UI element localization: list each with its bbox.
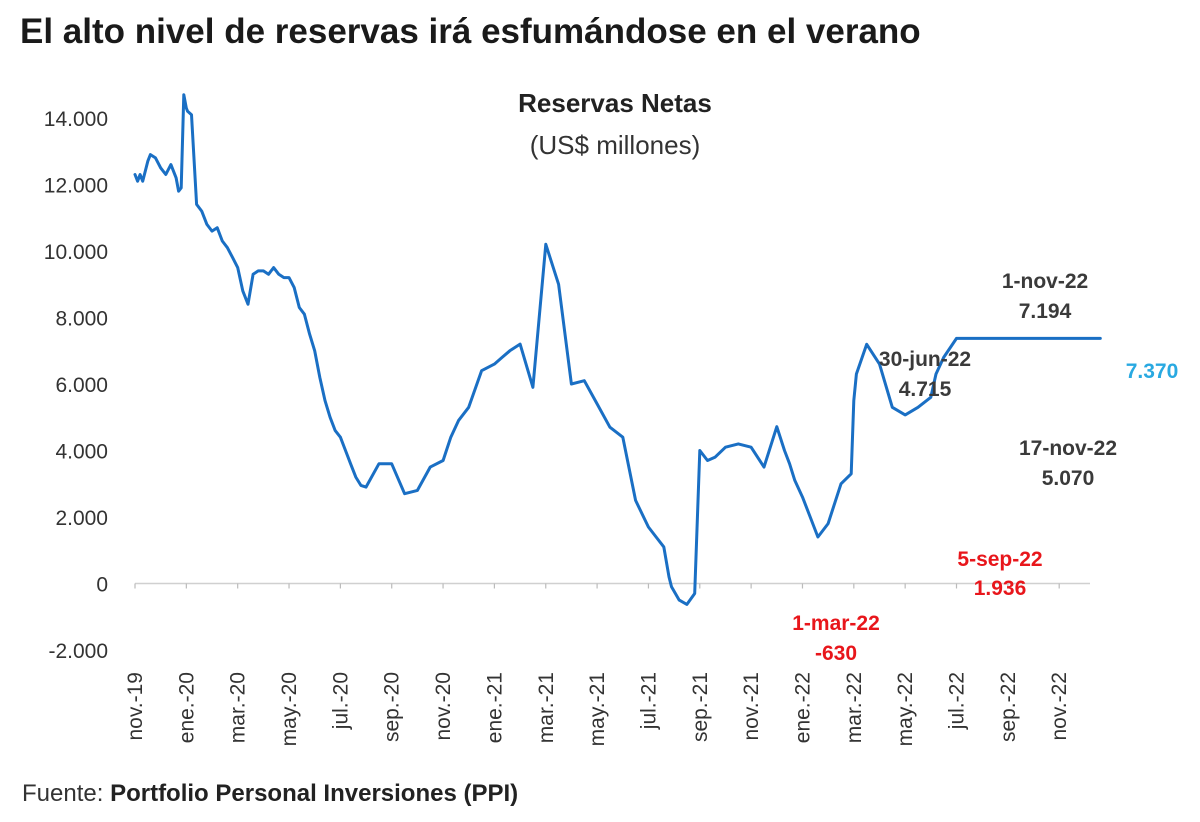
x-tick-label: ene.-20 xyxy=(175,672,198,743)
y-tick-label: 12.000 xyxy=(44,175,108,198)
annotation-value: 7.194 xyxy=(1019,300,1072,323)
y-tick-label: 2.000 xyxy=(55,507,108,530)
source-note: Fuente: Portfolio Personal Inversiones (… xyxy=(22,780,518,808)
y-tick-label: -2.000 xyxy=(48,640,108,663)
x-tick-label: jul.-22 xyxy=(946,672,969,730)
chart-title: Reservas Netas xyxy=(518,88,712,118)
y-axis: 14.000 12.000 10.000 8.000 6.000 4.000 2.000 0 -… xyxy=(44,108,108,663)
annotation-date: 1-mar-22 xyxy=(792,612,880,635)
series-layer xyxy=(133,93,1102,606)
x-tick-label: nov.-19 xyxy=(124,672,147,741)
y-tick-label: 10.000 xyxy=(44,241,108,264)
last-value-label: 7.370 xyxy=(1126,360,1179,383)
x-tick-label: mar.-22 xyxy=(843,672,866,743)
y-tick-label: 0 xyxy=(96,574,108,597)
y-tick-label: 14.000 xyxy=(44,108,108,131)
annotation-date: 30-jun-22 xyxy=(879,348,971,371)
x-tick-label: sep.-22 xyxy=(997,672,1020,742)
chart-headline: El alto nivel de reservas irá esfumándos… xyxy=(20,12,921,51)
y-tick-label: 8.000 xyxy=(55,308,108,331)
annotation-date: 1-nov-22 xyxy=(1002,270,1088,293)
reserves-line-chart: Reservas Netas (US$ millones) 14.000 12.0… xyxy=(44,88,1179,746)
chart-subtitle: (US$ millones) xyxy=(530,130,701,160)
x-tick-label: nov.-22 xyxy=(1048,672,1071,741)
x-tick-label: may.-21 xyxy=(586,672,609,746)
x-tick-label: nov.-21 xyxy=(740,672,763,741)
annotation-value: 4.715 xyxy=(899,378,952,401)
x-tick-label: sep.-20 xyxy=(381,672,404,742)
x-tick-label: ene.-22 xyxy=(791,672,814,743)
source-name: Portfolio Personal Inversiones (PPI) xyxy=(110,780,519,807)
x-tick-label: may.-22 xyxy=(894,672,917,746)
x-tick-label: may.-20 xyxy=(278,672,301,746)
annotation-date: 5-sep-22 xyxy=(957,548,1042,571)
x-axis: nov.-19 ene.-20 mar.-20 may.-20 jul.-20 sep.-… xyxy=(124,582,1090,746)
x-tick-label: sep.-21 xyxy=(689,672,712,742)
annotation-value: -630 xyxy=(815,642,857,665)
annotation-value: 5.070 xyxy=(1042,467,1095,490)
y-tick-label: 6.000 xyxy=(55,374,108,397)
annotation-layer: 1-nov-22 7.194 30-jun-22 4.715 17-nov-22 5.07… xyxy=(792,270,1178,665)
x-tick-label: nov.-20 xyxy=(432,672,455,741)
x-tick-label: mar.-20 xyxy=(227,672,250,743)
annotation-value: 1.936 xyxy=(974,577,1027,600)
x-tick-label: mar.-21 xyxy=(535,672,558,743)
x-tick-label: jul.-20 xyxy=(329,672,352,730)
annotation-date: 17-nov-22 xyxy=(1019,437,1117,460)
source-prefix: Fuente: xyxy=(22,780,104,807)
reservas-series-line xyxy=(133,93,1102,606)
y-tick-label: 4.000 xyxy=(55,441,108,464)
x-tick-label: jul.-21 xyxy=(637,672,660,730)
x-tick-label: ene.-21 xyxy=(483,672,506,743)
